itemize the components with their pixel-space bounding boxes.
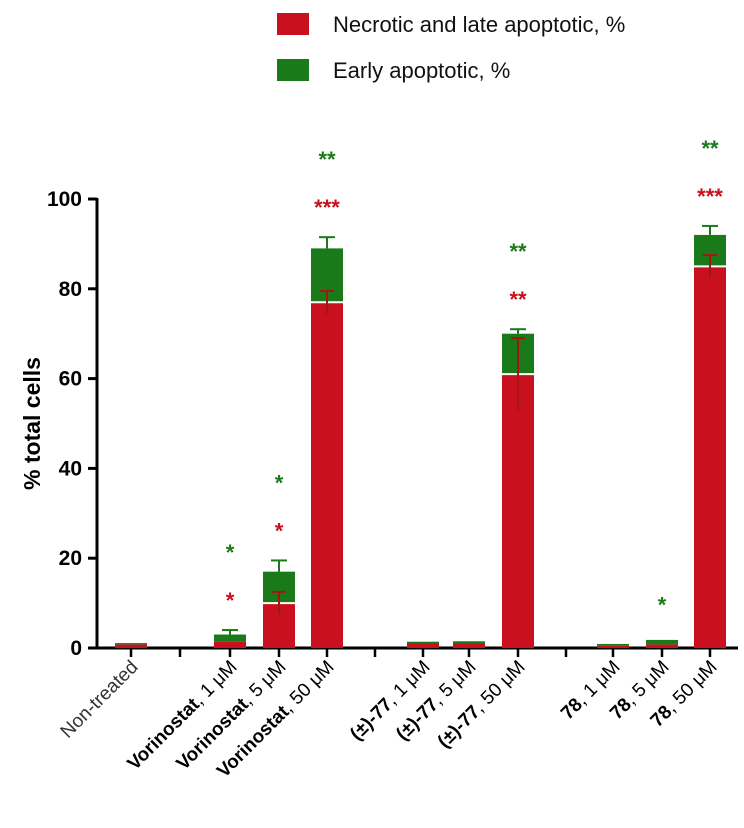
bar-necrotic (453, 643, 485, 648)
significance-necrotic: * (275, 518, 284, 543)
y-tick-label: 0 (70, 637, 82, 660)
category-label-dose: , 50 μM (662, 657, 722, 717)
x-axis (97, 646, 738, 657)
legend-label-1: Necrotic and late apoptotic, % (333, 12, 625, 37)
legend-swatch-1 (277, 13, 309, 35)
category-label-dose: Non-treated (57, 657, 143, 743)
chart-legend: Necrotic and late apoptotic, % Early apop… (277, 12, 625, 83)
category-label: (±)-77, 50 μM (434, 657, 530, 753)
significance-early: * (226, 540, 235, 565)
bar-necrotic (407, 643, 439, 648)
bar-necrotic (214, 641, 246, 648)
significance-markers: ******************* (226, 136, 724, 618)
y-tick-label: 60 (59, 368, 82, 391)
bar-necrotic (646, 644, 678, 648)
y-tick-label: 40 (59, 457, 82, 480)
bar-early (453, 641, 485, 644)
y-tick-label: 100 (47, 188, 82, 211)
significance-early: ** (509, 239, 527, 264)
category-label-dose: , 50 μM (470, 657, 530, 717)
y-tick-label: 80 (59, 278, 82, 301)
legend-label-2: Early apoptotic, % (333, 58, 510, 83)
category-label-dose: , 50 μM (279, 657, 339, 717)
bar-necrotic (597, 645, 629, 648)
bar-early (407, 641, 439, 644)
bar-early (597, 643, 629, 646)
bar-early (214, 634, 246, 642)
legend-swatch-2 (277, 59, 309, 81)
significance-necrotic: *** (314, 195, 340, 220)
significance-early: ** (318, 147, 336, 172)
significance-early: * (275, 470, 284, 495)
category-label: Non-treated (57, 657, 143, 743)
significance-early: * (658, 593, 667, 618)
bar-necrotic (502, 374, 534, 648)
bars (115, 224, 726, 648)
bar-necrotic (115, 644, 147, 648)
bar-necrotic (694, 266, 726, 648)
y-axis: 0 20 40 60 80 100 % total cells (19, 188, 99, 660)
y-tick-label: 20 (59, 547, 82, 570)
significance-necrotic: ** (509, 287, 527, 312)
bar-early (646, 639, 678, 645)
significance-necrotic: *** (697, 184, 723, 209)
y-axis-label: % total cells (19, 357, 45, 490)
bar-necrotic (311, 302, 343, 648)
significance-necrotic: * (226, 588, 235, 613)
significance-early: ** (701, 136, 719, 161)
bar-early (115, 643, 147, 645)
